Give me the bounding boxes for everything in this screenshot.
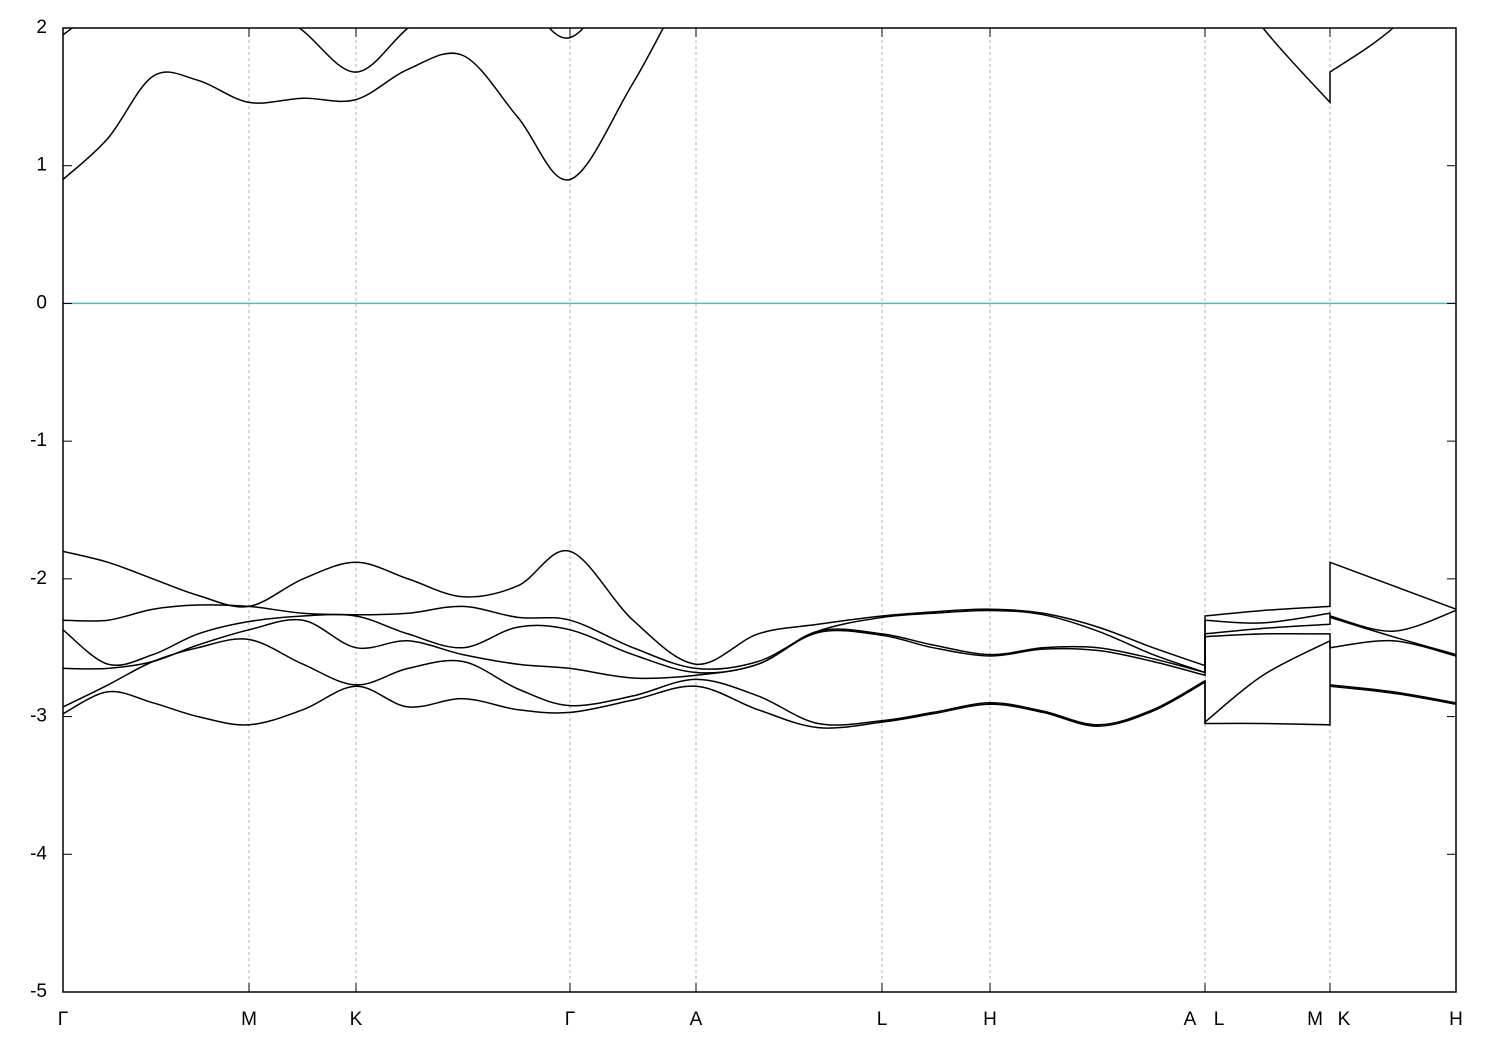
y-tick-label: 2 bbox=[36, 17, 47, 38]
y-tick-label: 1 bbox=[36, 155, 47, 176]
y-tick-label: -3 bbox=[30, 706, 47, 727]
y-tick-label: -2 bbox=[30, 568, 47, 589]
band-line bbox=[63, 638, 1456, 726]
y-tick-label: -5 bbox=[30, 981, 47, 1002]
x-tick-label: Γ bbox=[565, 1009, 575, 1030]
band-line bbox=[63, 618, 1456, 680]
y-tick-label: 0 bbox=[36, 292, 47, 313]
band-line bbox=[63, 604, 1456, 674]
x-tick-label: L bbox=[1214, 1009, 1225, 1030]
x-tick-label: Γ bbox=[58, 1009, 68, 1030]
grid bbox=[62, 28, 1457, 992]
x-tick-label: L bbox=[877, 1009, 888, 1030]
x-tick-label: M bbox=[241, 1009, 257, 1030]
y-tick-label: -4 bbox=[30, 843, 47, 864]
y-tick-label: -1 bbox=[30, 430, 47, 451]
x-tick-label: H bbox=[983, 1009, 997, 1030]
band-line bbox=[63, 28, 585, 73]
band-line bbox=[63, 549, 1456, 667]
x-tick-label: K bbox=[1338, 1009, 1351, 1030]
band-line bbox=[63, 680, 1456, 729]
band-line bbox=[63, 28, 1395, 181]
x-tick-label: H bbox=[1449, 1009, 1463, 1030]
x-tick-label: K bbox=[350, 1009, 363, 1030]
plot-area bbox=[63, 28, 1456, 729]
x-tick-label: A bbox=[690, 1009, 703, 1030]
plot-frame bbox=[62, 27, 1457, 993]
x-tick-label: A bbox=[1184, 1009, 1197, 1030]
x-tick-label: M bbox=[1307, 1009, 1323, 1030]
